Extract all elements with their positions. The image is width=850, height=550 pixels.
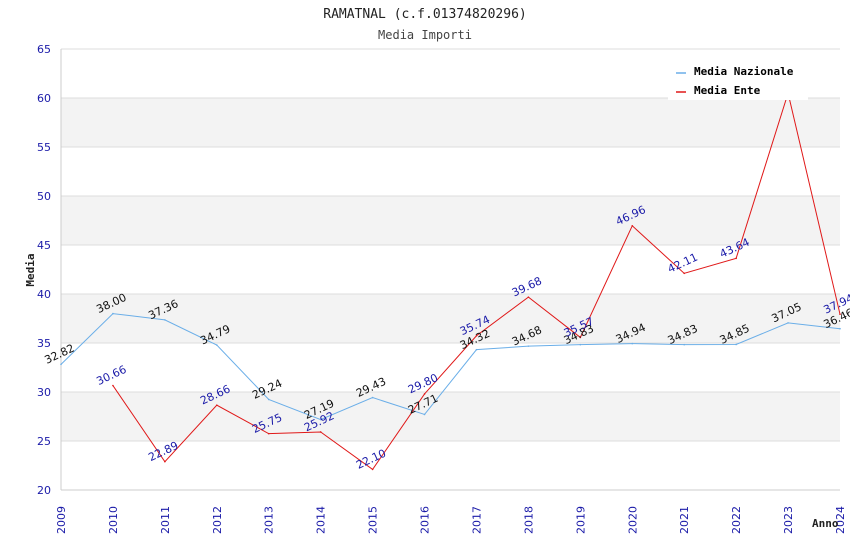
x-tick-label: 2016 bbox=[419, 506, 432, 534]
chart-title: RAMATNAL (c.f.01374820296) bbox=[323, 7, 527, 22]
series-line-media-nazionale bbox=[60, 313, 841, 421]
y-tick-label: 65 bbox=[37, 43, 51, 56]
y-tick-label: 35 bbox=[37, 337, 51, 350]
data-point bbox=[527, 345, 530, 347]
grid-bands bbox=[60, 48, 840, 491]
x-axis-ticks: 2009 2010 2011 2012 2013 2014 2015 2016 2017 2018… bbox=[55, 506, 847, 534]
data-point bbox=[631, 224, 634, 227]
data-point bbox=[579, 343, 582, 346]
data-point bbox=[164, 319, 166, 321]
y-tick-label: 50 bbox=[37, 190, 51, 203]
data-point bbox=[683, 343, 685, 346]
grid-band bbox=[61, 343, 840, 392]
data-point bbox=[112, 312, 114, 315]
x-tick-label: 2015 bbox=[367, 506, 380, 534]
data-point bbox=[735, 343, 737, 346]
legend-box bbox=[668, 60, 808, 100]
data-point bbox=[60, 363, 62, 366]
y-tick-label: 20 bbox=[37, 484, 51, 497]
data-point bbox=[839, 313, 841, 315]
y-tick-label: 60 bbox=[37, 92, 51, 105]
y-tick-label: 25 bbox=[37, 435, 51, 448]
x-tick-label: 2009 bbox=[55, 506, 68, 534]
x-tick-label: 2014 bbox=[315, 506, 328, 534]
data-point bbox=[423, 393, 426, 395]
legend: Media Nazionale Media Ente bbox=[668, 60, 808, 100]
data-point bbox=[216, 404, 218, 406]
grid-band bbox=[61, 147, 840, 196]
grid-band bbox=[61, 392, 840, 441]
x-tick-label: 2010 bbox=[107, 506, 120, 534]
data-point bbox=[475, 348, 478, 351]
data-point bbox=[527, 296, 530, 298]
x-tick-label: 2021 bbox=[678, 506, 691, 534]
grid-band bbox=[61, 196, 840, 245]
grid-band bbox=[61, 245, 840, 294]
y-tick-label: 30 bbox=[37, 386, 51, 399]
data-point bbox=[631, 342, 634, 345]
y-tick-label: 55 bbox=[37, 141, 51, 154]
y-tick-label: 40 bbox=[37, 288, 51, 301]
data-point bbox=[371, 396, 374, 399]
grid-band bbox=[61, 441, 840, 490]
data-point bbox=[787, 322, 789, 324]
data-point bbox=[216, 344, 218, 346]
x-tick-label: 2011 bbox=[159, 506, 172, 534]
x-tick-label: 2018 bbox=[522, 506, 535, 534]
data-point bbox=[319, 418, 322, 421]
legend-label-media-ente: Media Ente bbox=[694, 84, 761, 97]
x-axis-label: Anno bbox=[812, 517, 839, 530]
chart-subtitle: Media Importi bbox=[378, 28, 472, 42]
x-tick-label: 2020 bbox=[626, 506, 639, 534]
y-tick-label: 45 bbox=[37, 239, 51, 252]
y-axis-ticks: 20 25 30 35 40 45 50 55 60 65 bbox=[37, 43, 51, 497]
data-point bbox=[683, 272, 685, 275]
data-point bbox=[371, 468, 374, 471]
legend-label-media-nazionale: Media Nazionale bbox=[694, 65, 794, 78]
data-point bbox=[112, 384, 114, 387]
data-point bbox=[839, 327, 841, 330]
y-axis-label: Media bbox=[24, 253, 37, 286]
data-point bbox=[579, 336, 582, 339]
data-point bbox=[267, 398, 270, 401]
x-tick-label: 2012 bbox=[211, 506, 224, 534]
data-point bbox=[423, 413, 426, 416]
x-tick-label: 2019 bbox=[574, 506, 587, 534]
data-point bbox=[735, 257, 737, 260]
grid-band bbox=[61, 98, 840, 147]
data-point bbox=[267, 432, 270, 435]
data-point bbox=[164, 460, 166, 463]
x-tick-label: 2023 bbox=[782, 506, 795, 534]
x-tick-label: 2022 bbox=[730, 506, 743, 534]
x-tick-label: 2017 bbox=[470, 506, 483, 534]
data-point bbox=[319, 431, 322, 433]
series-layer bbox=[60, 91, 841, 471]
data-point bbox=[475, 334, 478, 337]
grid-band bbox=[61, 294, 840, 343]
x-tick-label: 2013 bbox=[263, 506, 276, 534]
x-tick-label: 2024 bbox=[834, 506, 847, 534]
